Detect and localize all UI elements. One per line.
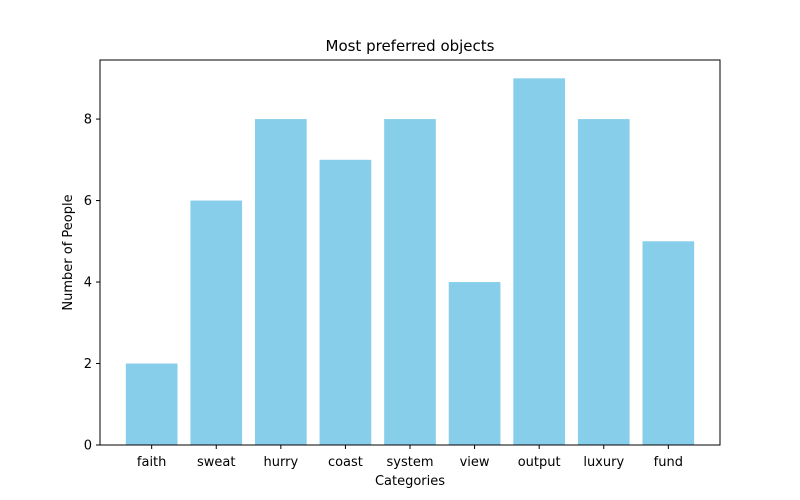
y-tick-label: 6 xyxy=(84,194,92,209)
y-tick-label: 2 xyxy=(84,357,92,372)
x-tick-label-system: system xyxy=(387,455,434,470)
y-axis-label: Number of People xyxy=(61,194,76,310)
y-tick-label: 0 xyxy=(84,439,92,454)
bar-faith xyxy=(125,363,178,445)
bar-view xyxy=(448,282,501,445)
plot-frame xyxy=(99,59,721,446)
x-tick-label-luxury: luxury xyxy=(583,455,624,470)
x-tick-label-faith: faith xyxy=(137,455,167,470)
x-tick-label-fund: fund xyxy=(654,455,683,470)
bar-coast xyxy=(319,159,372,445)
x-tick-label-view: view xyxy=(460,455,490,470)
x-tick-label-coast: coast xyxy=(328,455,363,470)
x-tick-label-output: output xyxy=(518,455,561,470)
bar-hurry xyxy=(255,119,307,446)
chart-title: Most preferred objects xyxy=(326,37,495,55)
bar-fund xyxy=(642,241,695,445)
bar-luxury xyxy=(577,119,630,446)
y-axis-ticks: 0 2 4 6 8 xyxy=(84,113,100,454)
x-axis-label: Categories xyxy=(375,474,445,489)
bar-output xyxy=(513,78,565,445)
x-tick-label-sweat: sweat xyxy=(197,455,235,470)
x-tick-label-hurry: hurry xyxy=(264,455,299,470)
bar-system xyxy=(384,119,436,446)
bar-sweat xyxy=(190,200,243,445)
y-tick-label: 8 xyxy=(84,113,92,128)
y-tick-label: 4 xyxy=(84,276,92,291)
x-axis-ticks: faith sweat hurry coast system view output luxu… xyxy=(137,445,683,470)
bars-group xyxy=(125,78,695,446)
